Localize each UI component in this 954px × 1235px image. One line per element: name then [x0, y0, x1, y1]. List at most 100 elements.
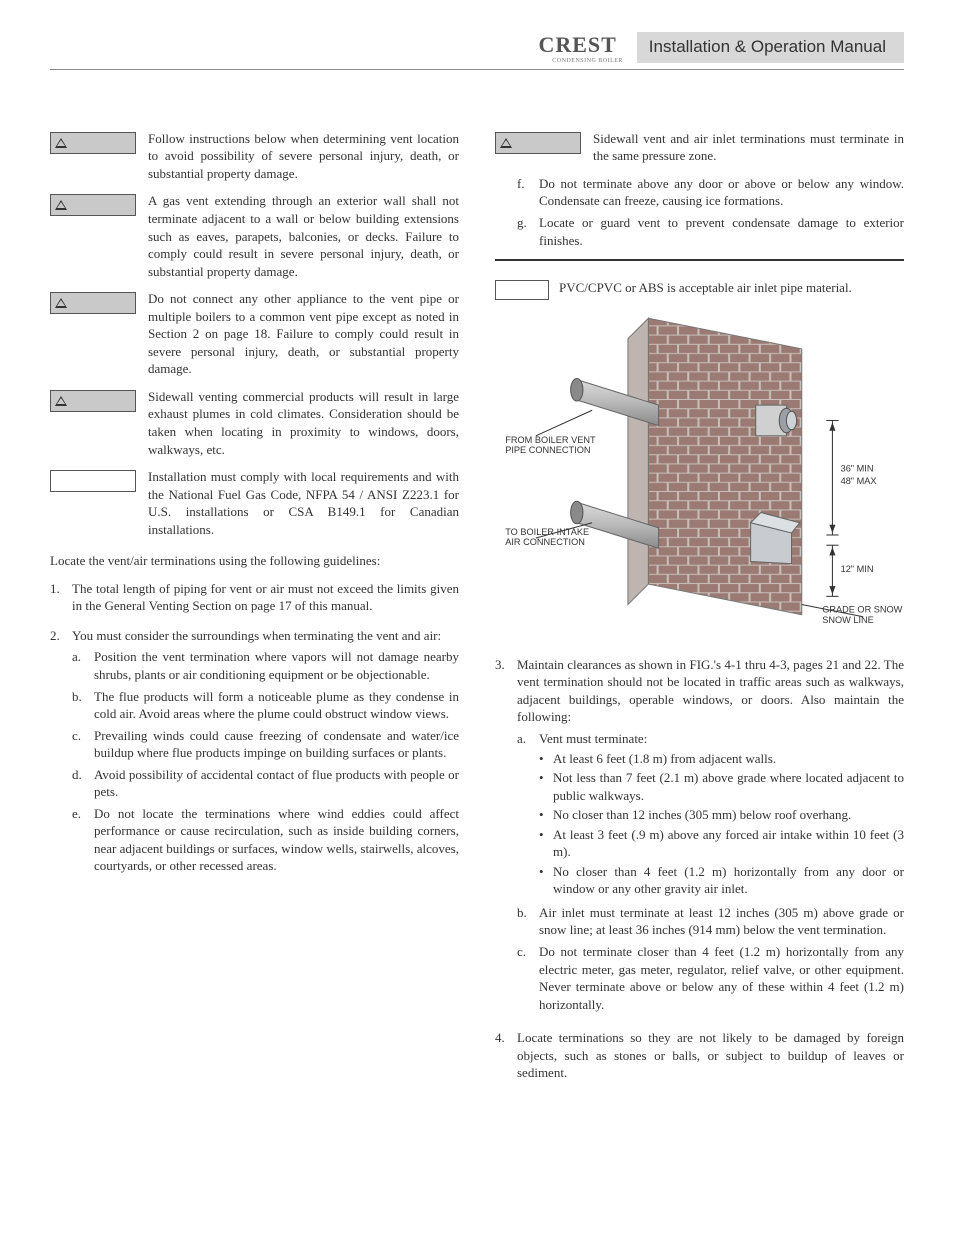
left-list: 1.The total length of piping for vent or… [50, 580, 459, 879]
warning-row: Sidewall vent and air inlet terminations… [495, 130, 904, 165]
list-text: You must consider the surroundings when … [72, 627, 459, 879]
warnings-left: Follow instructions below when determini… [50, 130, 459, 538]
sub-text: Air inlet must terminate at least 12 inc… [539, 904, 904, 939]
svg-text:12" MIN: 12" MIN [841, 564, 874, 574]
bullet-item: Not less than 7 feet (2.1 m) above grade… [539, 769, 904, 804]
intro-text: Locate the vent/air terminations using t… [50, 552, 459, 570]
bullet-text: No closer than 4 feet (1.2 m) horizontal… [553, 863, 904, 898]
divider [495, 259, 904, 261]
list-text: Locate terminations so they are not like… [517, 1029, 904, 1082]
sub-text: Avoid possibility of accidental contact … [94, 766, 459, 801]
list-item: 3.Maintain clearances as shown in FIG.'s… [495, 656, 904, 1017]
sub-list: a.Position the vent termination where va… [72, 648, 459, 875]
list-number: 1. [50, 580, 72, 615]
sub-number: e. [72, 805, 94, 875]
bullet-item: No closer than 4 feet (1.2 m) horizontal… [539, 863, 904, 898]
warning-row: Installation must comply with local requ… [50, 468, 459, 538]
list-item: 1.The total length of piping for vent or… [50, 580, 459, 615]
sub-item: c.Prevailing winds could cause freezing … [72, 727, 459, 762]
warning-icon [55, 298, 67, 308]
sub-number: d. [72, 766, 94, 801]
brand-text: CREST [538, 32, 616, 57]
sub-text: Vent must terminate:At least 6 feet (1.8… [539, 730, 904, 900]
sub-text: Do not terminate closer than 4 feet (1.2… [539, 943, 904, 1013]
bullet-item: At least 3 feet (.9 m) above any forced … [539, 826, 904, 861]
svg-text:SNOW LINE: SNOW LINE [822, 615, 874, 625]
sub-number: b. [72, 688, 94, 723]
figure-svg: 36" MIN 48" MAX 12" MIN GRADE OR SNOW LI… [495, 308, 904, 635]
bullet-text: Not less than 7 feet (2.1 m) above grade… [553, 769, 904, 804]
sub-item: d.Avoid possibility of accidental contac… [72, 766, 459, 801]
sub-text: Locate or guard vent to prevent condensa… [539, 214, 904, 249]
header: CREST CONDENSING BOILER Installation & O… [50, 30, 904, 70]
sub-number: f. [517, 175, 539, 210]
warning-text: Sidewall venting commercial products wil… [148, 388, 459, 458]
right-sub-top: f.Do not terminate above any door or abo… [495, 175, 904, 249]
sub-number: b. [517, 904, 539, 939]
warning-icon [500, 138, 512, 148]
sub-item: a.Position the vent termination where va… [72, 648, 459, 683]
warning-row: Sidewall venting commercial products wil… [50, 388, 459, 458]
warning-badge [50, 132, 136, 154]
left-column: Follow instructions below when determini… [50, 130, 459, 1094]
svg-text:FROM BOILER VENT: FROM BOILER VENT [505, 435, 596, 445]
sub-text: Do not terminate above any door or above… [539, 175, 904, 210]
sub-text: Position the vent termination where vapo… [94, 648, 459, 683]
sub-item: e.Do not locate the terminations where w… [72, 805, 459, 875]
sub-number: a. [72, 648, 94, 683]
list-text: Maintain clearances as shown in FIG.'s 4… [517, 656, 904, 1017]
list-number: 2. [50, 627, 72, 879]
bullet-text: At least 6 feet (1.8 m) from adjacent wa… [553, 750, 904, 768]
sub-item: b.Air inlet must terminate at least 12 i… [517, 904, 904, 939]
svg-text:36" MIN: 36" MIN [841, 464, 874, 474]
warning-icon [55, 200, 67, 210]
sub-number: g. [517, 214, 539, 249]
sub-text: Do not locate the terminations where win… [94, 805, 459, 875]
warning-text: Installation must comply with local requ… [148, 468, 459, 538]
svg-text:PIPE CONNECTION: PIPE CONNECTION [505, 445, 590, 455]
bullet-item: No closer than 12 inches (305 mm) below … [539, 806, 904, 824]
sub-number: a. [517, 730, 539, 900]
notice-badge [50, 470, 136, 492]
list-number: 4. [495, 1029, 517, 1082]
sub-text: Prevailing winds could cause freezing of… [94, 727, 459, 762]
note-badge [495, 280, 549, 300]
list-text: The total length of piping for vent or a… [72, 580, 459, 615]
warning-row: Follow instructions below when determini… [50, 130, 459, 183]
bullet-list: At least 6 feet (1.8 m) from adjacent wa… [539, 750, 904, 898]
right-column: Sidewall vent and air inlet terminations… [495, 130, 904, 1094]
sub-number: c. [517, 943, 539, 1013]
warnings-right: Sidewall vent and air inlet terminations… [495, 130, 904, 165]
sub-item: b.The flue products will form a noticeab… [72, 688, 459, 723]
sub-item: c.Do not terminate closer than 4 feet (1… [517, 943, 904, 1013]
brand: CREST CONDENSING BOILER [538, 30, 636, 65]
note-text: PVC/CPVC or ABS is acceptable air inlet … [559, 279, 852, 297]
warning-badge [50, 390, 136, 412]
svg-text:48" MAX: 48" MAX [841, 476, 877, 486]
sub-text: The flue products will form a noticeable… [94, 688, 459, 723]
list-number: 3. [495, 656, 517, 1017]
sub-list: a.Vent must terminate:At least 6 feet (1… [517, 730, 904, 1013]
svg-text:AIR CONNECTION: AIR CONNECTION [505, 537, 585, 547]
bullet-item: At least 6 feet (1.8 m) from adjacent wa… [539, 750, 904, 768]
bullet-text: No closer than 12 inches (305 mm) below … [553, 806, 904, 824]
warning-text: Follow instructions below when determini… [148, 130, 459, 183]
warning-row: Do not connect any other appliance to th… [50, 290, 459, 378]
bullet-text: At least 3 feet (.9 m) above any forced … [553, 826, 904, 861]
warning-icon [55, 396, 67, 406]
warning-row: A gas vent extending through an exterior… [50, 192, 459, 280]
svg-text:GRADE OR SNOW LINE: GRADE OR SNOW LINE [822, 605, 904, 615]
sub-item: a.Vent must terminate:At least 6 feet (1… [517, 730, 904, 900]
sub-item: f.Do not terminate above any door or abo… [517, 175, 904, 210]
warning-text: A gas vent extending through an exterior… [148, 192, 459, 280]
warning-badge [50, 292, 136, 314]
right-list: 3.Maintain clearances as shown in FIG.'s… [495, 656, 904, 1082]
warning-badge [50, 194, 136, 216]
svg-text:TO BOILER INTAKE: TO BOILER INTAKE [505, 527, 589, 537]
warning-text: Do not connect any other appliance to th… [148, 290, 459, 378]
figure-sidewall-vent: 36" MIN 48" MAX 12" MIN GRADE OR SNOW LI… [495, 308, 904, 640]
list-item: 4.Locate terminations so they are not li… [495, 1029, 904, 1082]
brand-subtext: CONDENSING BOILER [538, 57, 636, 65]
note-row: PVC/CPVC or ABS is acceptable air inlet … [495, 279, 904, 300]
warning-badge [495, 132, 581, 154]
